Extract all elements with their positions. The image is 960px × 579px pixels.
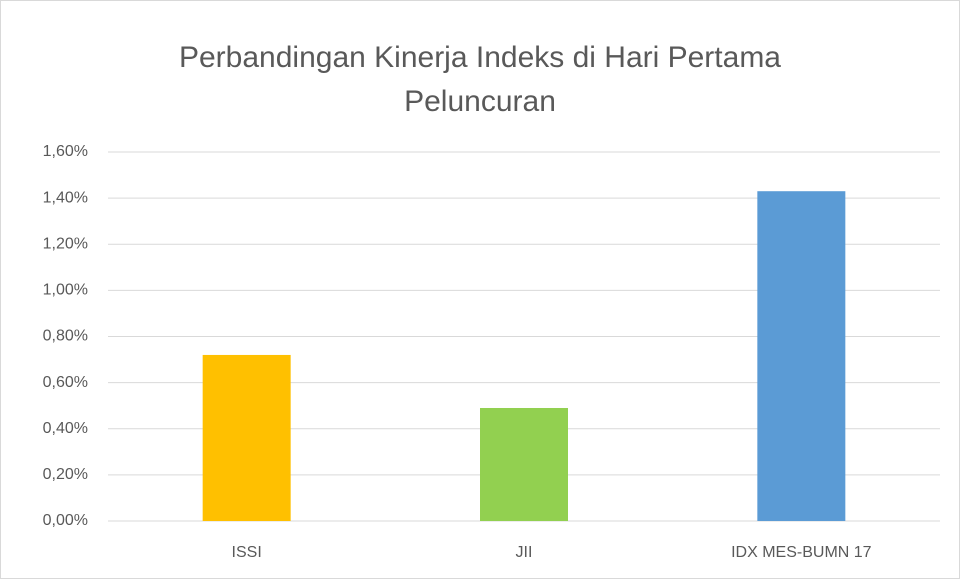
chart-title: Perbandingan Kinerja Indeks di Hari Pert…: [178, 41, 781, 118]
y-tick-label: 1,00%: [43, 282, 88, 299]
bar: [757, 191, 846, 522]
y-tick-label: 0,00%: [43, 512, 88, 529]
y-tick-label: 0,60%: [43, 374, 88, 391]
y-tick-label: 1,40%: [43, 189, 88, 206]
bar: [480, 407, 568, 521]
x-tick-label: IDX MES-BUMN 17: [731, 544, 872, 561]
bar: [202, 354, 291, 521]
x-tick-label: ISSI: [232, 544, 262, 561]
y-tick-label: 0,40%: [43, 420, 88, 437]
y-tick-label: 1,60%: [43, 143, 88, 160]
y-tick-label: 0,20%: [43, 466, 88, 483]
y-tick-label: 0,80%: [43, 328, 88, 345]
y-tick-label: 1,20%: [43, 235, 88, 252]
x-tick-label: JII: [516, 544, 533, 561]
